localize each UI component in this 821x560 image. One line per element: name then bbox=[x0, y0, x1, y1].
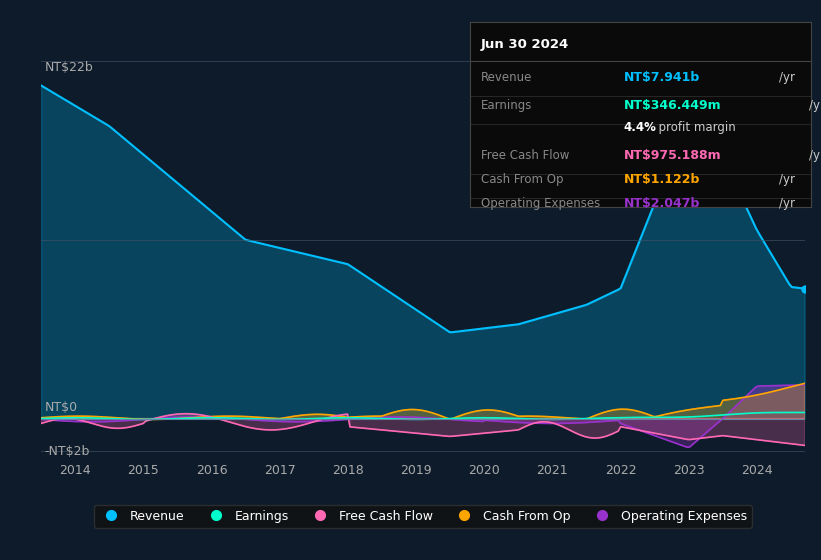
Text: Revenue: Revenue bbox=[480, 71, 532, 85]
Text: /yr: /yr bbox=[779, 173, 795, 186]
Text: NT$346.449m: NT$346.449m bbox=[624, 99, 722, 112]
Text: NT$22b: NT$22b bbox=[44, 61, 94, 74]
Text: profit margin: profit margin bbox=[651, 121, 736, 134]
Text: Jun 30 2024: Jun 30 2024 bbox=[480, 38, 569, 51]
Text: Earnings: Earnings bbox=[480, 99, 532, 112]
Text: /yr: /yr bbox=[810, 149, 821, 162]
Text: NT$7.941b: NT$7.941b bbox=[624, 71, 700, 85]
Text: NT$975.188m: NT$975.188m bbox=[624, 149, 722, 162]
Text: NT$1.122b: NT$1.122b bbox=[624, 173, 700, 186]
Legend: Revenue, Earnings, Free Cash Flow, Cash From Op, Operating Expenses: Revenue, Earnings, Free Cash Flow, Cash … bbox=[94, 505, 752, 528]
Text: NT$2.047b: NT$2.047b bbox=[624, 197, 700, 210]
Text: /yr: /yr bbox=[810, 99, 821, 112]
Text: Operating Expenses: Operating Expenses bbox=[480, 197, 600, 210]
Text: NT$0: NT$0 bbox=[44, 401, 77, 414]
Text: /yr: /yr bbox=[779, 197, 795, 210]
Text: Cash From Op: Cash From Op bbox=[480, 173, 563, 186]
Text: -NT$2b: -NT$2b bbox=[44, 445, 89, 458]
Text: /yr: /yr bbox=[779, 71, 795, 85]
Text: 4.4%: 4.4% bbox=[624, 121, 657, 134]
Text: Free Cash Flow: Free Cash Flow bbox=[480, 149, 569, 162]
